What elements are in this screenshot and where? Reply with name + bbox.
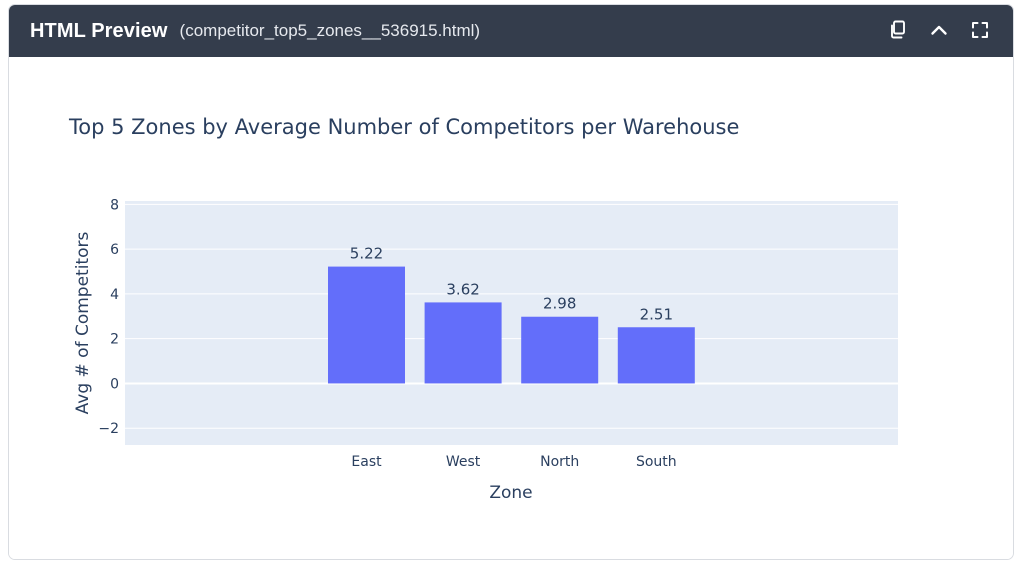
bar[interactable]: [424, 302, 502, 384]
x-axis-title: Zone: [489, 483, 532, 503]
header-actions: [887, 19, 991, 41]
y-tick-label: 2: [110, 332, 119, 348]
y-tick-labels: −2 0 2 4 6 8: [98, 197, 119, 437]
bars: [328, 266, 695, 384]
chevron-up-icon: [931, 25, 947, 35]
bar-value-labels: 5.22 3.62 2.98 2.51: [350, 245, 673, 324]
bar-value-label: 2.51: [640, 305, 673, 323]
bar[interactable]: [617, 327, 695, 384]
x-tick-label: South: [636, 454, 677, 470]
plot-area: [125, 201, 898, 445]
preview-header: HTML Preview (competitor_top5_zones__536…: [9, 5, 1013, 57]
x-tick-label: East: [351, 454, 382, 470]
x-tick-labels: East West North South: [351, 454, 676, 470]
bar-value-label: 5.22: [350, 245, 383, 263]
y-tick-label: 8: [110, 197, 119, 213]
fullscreen-button[interactable]: [969, 19, 991, 41]
y-tick-label: −2: [98, 421, 119, 437]
preview-content: Top 5 Zones by Average Number of Competi…: [9, 57, 1013, 559]
y-axis-title: Avg # of Competitors: [73, 232, 93, 415]
bar-value-label: 3.62: [446, 280, 479, 298]
collapse-button[interactable]: [928, 19, 950, 41]
preview-title: HTML Preview: [30, 19, 168, 42]
preview-filename: (competitor_top5_zones__536915.html): [179, 21, 481, 40]
grid-lines: [125, 203, 898, 429]
x-tick-label: North: [540, 454, 579, 470]
html-preview-panel: HTML Preview (competitor_top5_zones__536…: [8, 4, 1014, 560]
copy-icon: [891, 20, 905, 39]
y-tick-label: 0: [110, 376, 119, 392]
y-tick-label: 4: [110, 287, 119, 303]
chart-title: Top 5 Zones by Average Number of Competi…: [69, 115, 740, 139]
fullscreen-icon: [972, 22, 988, 38]
x-tick-label: West: [446, 454, 481, 470]
bar-chart: −2 0 2 4 6 8 East West North South 5.22 3.62 2.98 2…: [73, 197, 898, 503]
bar[interactable]: [521, 316, 599, 384]
bar-value-label: 2.98: [543, 295, 576, 313]
copy-button[interactable]: [887, 19, 909, 41]
bar[interactable]: [328, 266, 405, 384]
y-tick-label: 6: [110, 242, 119, 258]
